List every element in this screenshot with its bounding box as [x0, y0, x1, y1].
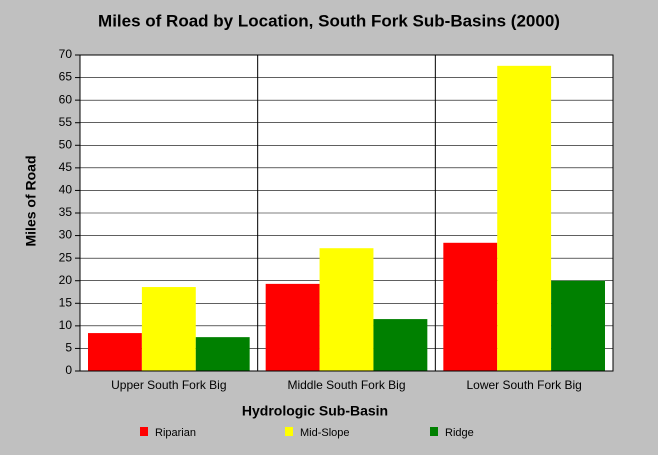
- y-tick-label: 20: [59, 273, 73, 287]
- y-tick-label: 0: [65, 363, 72, 377]
- y-tick-label: 50: [59, 137, 73, 151]
- y-tick-label: 30: [59, 228, 73, 242]
- bar: [319, 248, 374, 371]
- x-tick-label: Upper South Fork Big: [111, 378, 226, 392]
- y-tick-label: 35: [59, 205, 73, 219]
- plot-border: [79, 54, 614, 372]
- y-tick-label: 65: [59, 70, 73, 84]
- bar: [497, 65, 552, 371]
- legend-label: Mid-Slope: [300, 427, 350, 439]
- y-tick-label: 45: [59, 160, 73, 174]
- legend-swatch: [140, 427, 148, 436]
- y-tick-label: 5: [65, 341, 72, 355]
- bar: [373, 319, 428, 371]
- y-tick-label: 55: [59, 115, 73, 129]
- x-axis-label: Hydrologic Sub-Basin: [242, 403, 388, 419]
- legend-swatch: [430, 427, 438, 436]
- y-tick-label: 70: [59, 47, 73, 61]
- legend-label: Riparian: [155, 427, 196, 439]
- chart-title: Miles of Road by Location, South Fork Su…: [98, 11, 560, 30]
- x-tick-label: Middle South Fork Big: [287, 378, 405, 392]
- bar: [551, 280, 605, 371]
- y-tick-label: 10: [59, 318, 73, 332]
- bar: [195, 337, 250, 371]
- legend-label: Ridge: [445, 427, 474, 439]
- y-tick-label: 60: [59, 92, 73, 106]
- bar: [443, 242, 498, 371]
- legend-swatch: [285, 427, 293, 436]
- y-tick-label: 25: [59, 250, 73, 264]
- x-tick-label: Lower South Fork Big: [466, 378, 581, 392]
- bar: [88, 333, 142, 371]
- bar: [141, 287, 196, 371]
- y-tick-label: 15: [59, 295, 73, 309]
- y-axis-label: Miles of Road: [23, 155, 39, 246]
- y-tick-label: 40: [59, 183, 73, 197]
- bar: [265, 283, 320, 371]
